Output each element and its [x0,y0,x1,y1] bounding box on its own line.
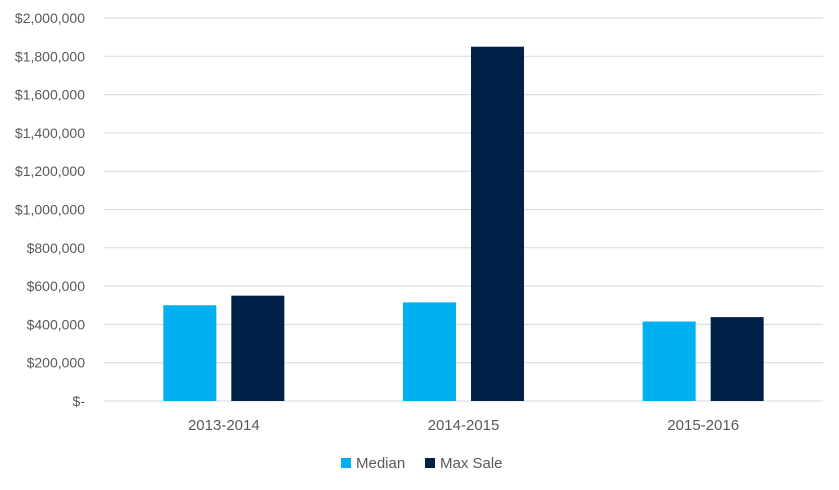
bar-median-2014-2015 [403,302,456,401]
x-category-label: 2015-2016 [667,417,739,434]
y-tick-label: $400,000 [27,316,86,332]
y-tick-label: $600,000 [27,278,86,294]
y-tick-label: $- [73,393,86,409]
legend-swatch-median [341,458,351,468]
legend: Median Max Sale [341,455,503,472]
legend-label-median: Median [356,455,405,472]
y-tick-label: $1,000,000 [15,202,85,218]
y-tick-label: $1,400,000 [15,125,85,141]
x-category-label: 2013-2014 [188,417,260,434]
y-tick-label: $800,000 [27,240,86,256]
x-axis-category-labels: 2013-2014 2014-2015 2015-2016 [188,417,739,434]
bar-median-2013-2014 [163,305,217,401]
y-tick-label: $1,800,000 [15,48,85,64]
bar-max-sale-2015-2016 [710,317,764,401]
y-tick-label: $2,000,000 [15,10,85,26]
legend-swatch-max-sale [425,458,435,468]
bar-max-sale-2013-2014 [231,295,285,401]
bar-median-2015-2016 [642,321,696,401]
y-axis-tick-labels: $- $200,000 $400,000 $600,000 $800,000 $1,000… [15,10,85,409]
bar-max-sale-2014-2015 [471,46,524,401]
legend-label-max-sale: Max Sale [440,455,503,472]
bars [163,46,764,401]
y-tick-label: $200,000 [27,355,86,371]
x-category-label: 2014-2015 [428,417,500,434]
gridlines [104,17,823,402]
y-tick-label: $1,600,000 [15,87,85,103]
y-tick-label: $1,200,000 [15,163,85,179]
